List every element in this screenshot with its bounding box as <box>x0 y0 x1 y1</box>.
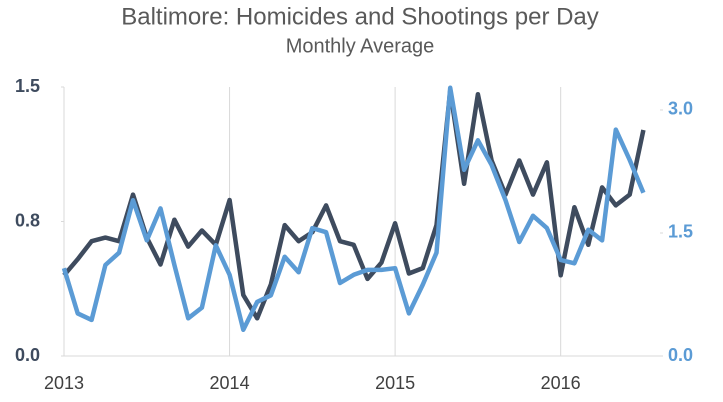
series-line <box>62 88 646 321</box>
x-tick-label: 2016 <box>541 373 581 393</box>
y-tick-label: 0.8 <box>15 210 40 230</box>
x-tick-label: 2013 <box>44 373 84 393</box>
x-tick-label: 2014 <box>210 373 250 393</box>
series-line <box>61 85 646 333</box>
y2-tick-label: 1.5 <box>668 222 693 242</box>
x-tick-label: 2015 <box>375 373 415 393</box>
y2-tick-label: 0.0 <box>668 345 693 365</box>
chart-title: Baltimore: Homicides and Shootings per D… <box>121 3 599 30</box>
y2-tick-label: 3.0 <box>668 99 693 119</box>
y-tick-label: 0.0 <box>15 345 40 365</box>
chart-subtitle: Monthly Average <box>286 35 435 57</box>
y-tick-label: 1.5 <box>15 76 40 96</box>
